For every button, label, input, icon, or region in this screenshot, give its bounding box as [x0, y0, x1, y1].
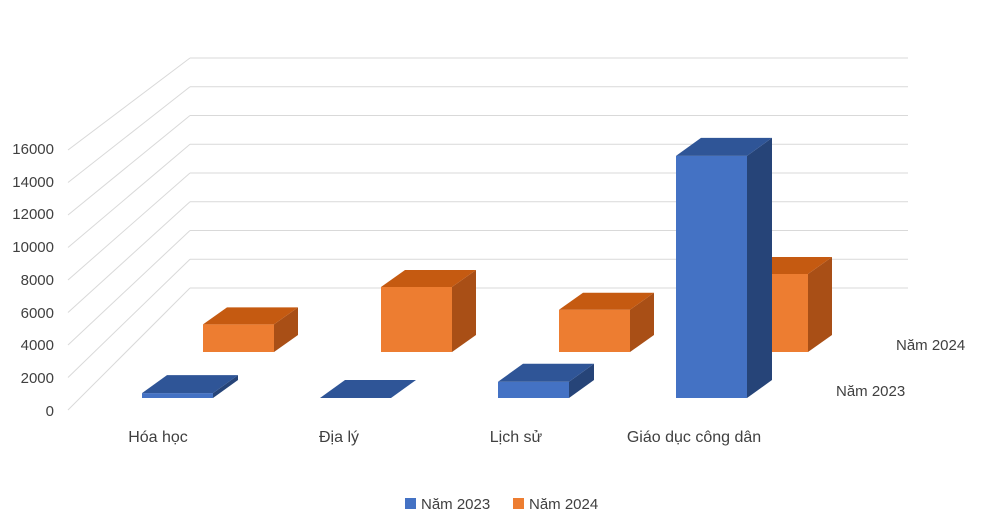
bar-nam-2023-top: [498, 363, 594, 382]
gridline-side: [67, 287, 191, 411]
bar-nam-2023: [498, 363, 594, 398]
bar-nam-2023-side: [747, 137, 772, 398]
legend-swatch-nam-2023: [405, 498, 416, 509]
category-label-hoa-hoc: Hóa học: [128, 429, 188, 446]
y-tick-label: 6000: [21, 305, 54, 322]
bar-nam-2024-top: [381, 270, 476, 287]
bar-nam-2024-side: [452, 270, 476, 352]
bar-nam-2024-front: [559, 309, 630, 352]
y-tick-label: 16000: [12, 141, 54, 158]
depth-label-nam-2024: Năm 2024: [896, 337, 965, 354]
category-label-giao-duc-cong-dan: Giáo dục công dân: [627, 429, 761, 446]
y-axis-tick-labels: 0 2000 4000 6000 8000 10000 12000 14000 …: [12, 141, 54, 420]
y-tick-label: 8000: [21, 272, 54, 289]
bar-nam-2023-front: [676, 155, 747, 398]
y-tick-label: 4000: [21, 337, 54, 354]
depth-label-nam-2023: Năm 2023: [836, 383, 905, 400]
gridline-side: [67, 258, 191, 378]
bar-nam-2024-front: [381, 287, 452, 352]
bar-nam-2024-top: [203, 307, 298, 325]
category-label-dia-ly: Địa lý: [319, 429, 359, 446]
bar-nam-2024-front: [203, 324, 274, 352]
gridline-side: [67, 230, 191, 346]
bar-nam-2023: [676, 137, 772, 398]
gridline-side: [67, 143, 191, 248]
bar-nam-2024-top: [559, 292, 654, 310]
legend-label-nam-2023: Năm 2023: [421, 496, 490, 513]
gridline-side: [67, 201, 191, 313]
gridlines: [67, 57, 908, 411]
bar-nam-2024-side: [808, 257, 832, 352]
y-tick-label: 14000: [12, 174, 54, 191]
y-tick-label: 10000: [12, 239, 54, 256]
bar-nam-2023-side: [569, 363, 594, 398]
bar-nam-2023-front: [142, 393, 213, 398]
bar-nam-2023: [142, 375, 238, 398]
bar-nam-2023-top: [676, 137, 772, 156]
series-nam-2023-bars: [142, 137, 772, 398]
gridline-side: [67, 57, 191, 151]
bar-nam-2023-front: [498, 381, 569, 398]
gridline-side: [67, 86, 191, 183]
bar-nam-2023: [320, 380, 416, 398]
y-tick-label: 2000: [21, 370, 54, 387]
bar-nam-2023-side: [213, 375, 238, 398]
legend-swatch-nam-2024: [513, 498, 524, 509]
bar-nam-2024: [203, 307, 298, 352]
bar-nam-2023-top: [320, 380, 416, 398]
y-tick-label: 12000: [12, 206, 54, 223]
bar-nam-2024-side: [274, 307, 298, 352]
category-labels: Hóa học Địa lý Lịch sử Giáo dục công dân: [128, 429, 761, 446]
bar-nam-2024: [381, 270, 476, 352]
gridline-side: [67, 115, 191, 216]
legend: Năm 2023 Năm 2024: [405, 496, 598, 513]
gridline-side: [67, 172, 191, 281]
bar-nam-2024: [559, 292, 654, 352]
bar-nam-2023-top: [142, 375, 238, 394]
legend-label-nam-2024: Năm 2024: [529, 496, 598, 513]
bar-nam-2024-side: [630, 292, 654, 352]
category-label-lich-su: Lịch sử: [490, 429, 543, 446]
y-tick-label: 0: [46, 403, 54, 420]
depth-axis-labels: Năm 2024 Năm 2023: [836, 337, 965, 400]
